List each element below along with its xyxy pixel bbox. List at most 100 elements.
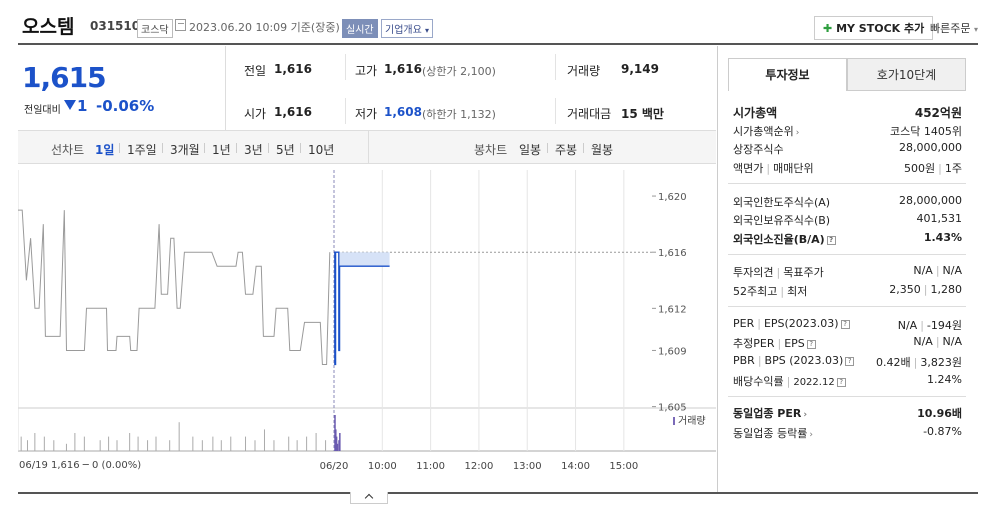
volume-value: 9,149	[621, 62, 659, 76]
pbr-row: PBR | BPS (2023.03)?	[733, 354, 855, 367]
pbr-label: PBR	[733, 354, 755, 367]
tab-3m[interactable]: 3개월	[170, 143, 200, 157]
est-per-values: N/A | N/A	[913, 335, 962, 348]
timestamp: 2023.06.20 10:09 기준(장중)	[189, 21, 340, 34]
foreign-ratio-row: 외국인소진율(B/A)?	[733, 231, 836, 247]
tab-weekly[interactable]: 주봉	[555, 143, 578, 157]
sector-change-link[interactable]: 동일업종 등락률 ›	[733, 425, 813, 441]
tab-3y[interactable]: 3년	[244, 143, 263, 157]
separator: |	[913, 356, 918, 369]
line-chart-label: 선차트	[51, 143, 85, 157]
calendar-icon	[175, 19, 186, 31]
grid-sep	[345, 54, 346, 80]
tab-1y[interactable]: 1년	[212, 143, 231, 157]
tab-order-book[interactable]: 호가10단계	[847, 58, 966, 91]
wk52-low-label: 최저	[787, 285, 808, 298]
separator: |	[935, 335, 940, 348]
volume-label: 거래량	[567, 64, 601, 78]
y-axis-labels: 1,620 1,616 1,612 1,609 1,605	[658, 192, 687, 414]
wk52-row: 52주최고 | 최저	[733, 283, 807, 299]
x-tick-label: 11:00	[416, 461, 445, 472]
current-price: 1,615	[22, 61, 107, 94]
help-icon[interactable]: ?	[845, 356, 855, 366]
shares-value: 28,000,000	[899, 141, 962, 154]
help-icon[interactable]: ?	[806, 339, 816, 349]
est-per-row: 추정PER | EPS?	[733, 335, 816, 351]
pbr-value: 0.42배	[876, 356, 911, 369]
tab-sep	[547, 143, 548, 153]
open-value: 1,616	[274, 105, 312, 119]
foreign-hold-label: 외국인보유주식수(B)	[733, 214, 831, 227]
change-label: 전일대비	[24, 105, 61, 116]
per-row: PER | EPS(2023.03)?	[733, 317, 850, 330]
trade-value: 15 백만	[621, 107, 664, 121]
tab-10y[interactable]: 10년	[308, 143, 335, 157]
tab-1w[interactable]: 1주일	[127, 143, 157, 157]
separator: |	[757, 354, 762, 367]
trade-unit-value: 1주	[944, 162, 962, 175]
price-divider	[225, 46, 226, 130]
opinion-label: 투자의견	[733, 266, 774, 279]
tab-invest-info[interactable]: 투자정보	[728, 58, 847, 91]
tab-sep	[268, 143, 269, 153]
company-overview-dropdown[interactable]: 기업개요 ▾	[381, 19, 434, 38]
tab-1d[interactable]: 1일	[95, 143, 115, 157]
per-value: N/A	[897, 319, 918, 332]
dividend-label: 배당수익률	[733, 375, 784, 388]
realtime-badge[interactable]: 실시간	[342, 19, 378, 38]
foreign-ratio-value: 1.43%	[923, 231, 962, 244]
high-label: 고가	[355, 64, 378, 78]
low-label: 저가	[355, 107, 378, 121]
y-tick-label: 1,605	[658, 403, 687, 414]
grid-sep	[555, 98, 556, 124]
par-unit-label: 액면가 | 매매단위	[733, 160, 814, 176]
foreign-ratio-label: 외국인소진율(B/A)	[733, 233, 825, 246]
sector-per-link[interactable]: 동일업종 PER ›	[733, 405, 807, 421]
foreign-limit-value: 28,000,000	[899, 194, 962, 207]
dividend-row: 배당수익률 | 2022.12?	[733, 373, 846, 389]
y-tick-label: 1,620	[658, 192, 687, 203]
dividend-value: 1.24%	[927, 373, 962, 386]
wk52-high-value: 2,350	[889, 283, 921, 296]
add-my-stock-button[interactable]: ✚ MY STOCK 추가	[814, 16, 934, 40]
tab-monthly[interactable]: 월봉	[591, 143, 614, 157]
est-per-label: 추정PER	[733, 337, 775, 350]
grid-sep	[555, 54, 556, 80]
x-tick-label: 12:00	[465, 461, 494, 472]
separator: |	[920, 319, 924, 332]
x-tick-label: 13:00	[513, 461, 542, 472]
dividend-date: 2022.12	[793, 377, 835, 388]
tab-sep	[583, 143, 584, 153]
eps-value: -194원	[926, 319, 962, 332]
par-label: 액면가	[733, 162, 764, 175]
market-cap-rank-value: 코스닥 1405위	[890, 125, 962, 138]
tab-daily[interactable]: 일봉	[519, 143, 542, 157]
tab-5y[interactable]: 5년	[276, 143, 295, 157]
volume-bars	[20, 415, 341, 451]
per-label: PER	[733, 317, 755, 330]
per-values: N/A | -194원	[898, 317, 962, 333]
opinion-value: N/A	[913, 264, 933, 277]
x-tick-label: 10:00	[368, 461, 397, 472]
separator: |	[757, 317, 761, 330]
help-icon[interactable]: ?	[840, 319, 850, 329]
company-overview-label: 기업개요	[385, 25, 422, 36]
shares-label: 상장주식수	[733, 143, 784, 156]
help-icon[interactable]: ?	[836, 377, 846, 387]
quick-order-dropdown[interactable]: 빠른주문 ▾	[930, 20, 978, 36]
foreign-limit-label: 외국인한도주식수(A)	[733, 196, 831, 209]
stock-name: 오스템	[22, 16, 75, 38]
sector-change-label: 동일업종 등락률	[733, 427, 808, 440]
separator: |	[938, 162, 942, 175]
tab-bar-divider	[368, 131, 369, 163]
tab-sep	[119, 143, 120, 153]
market-cap-rank-label: 시가총액순위	[733, 125, 794, 138]
plus-icon: ✚	[823, 22, 833, 35]
separator: |	[923, 283, 928, 296]
grid-sep	[345, 98, 346, 124]
collapse-button[interactable]	[350, 492, 388, 504]
market-cap-rank-link[interactable]: 시가총액순위 ›	[733, 123, 799, 139]
opinion-values: N/A | N/A	[913, 264, 962, 277]
intraday-chart[interactable]: 1,620 1,616 1,612 1,609 1,605 06/20 10:00 11:0…	[18, 165, 716, 492]
help-icon[interactable]: ?	[826, 235, 836, 245]
